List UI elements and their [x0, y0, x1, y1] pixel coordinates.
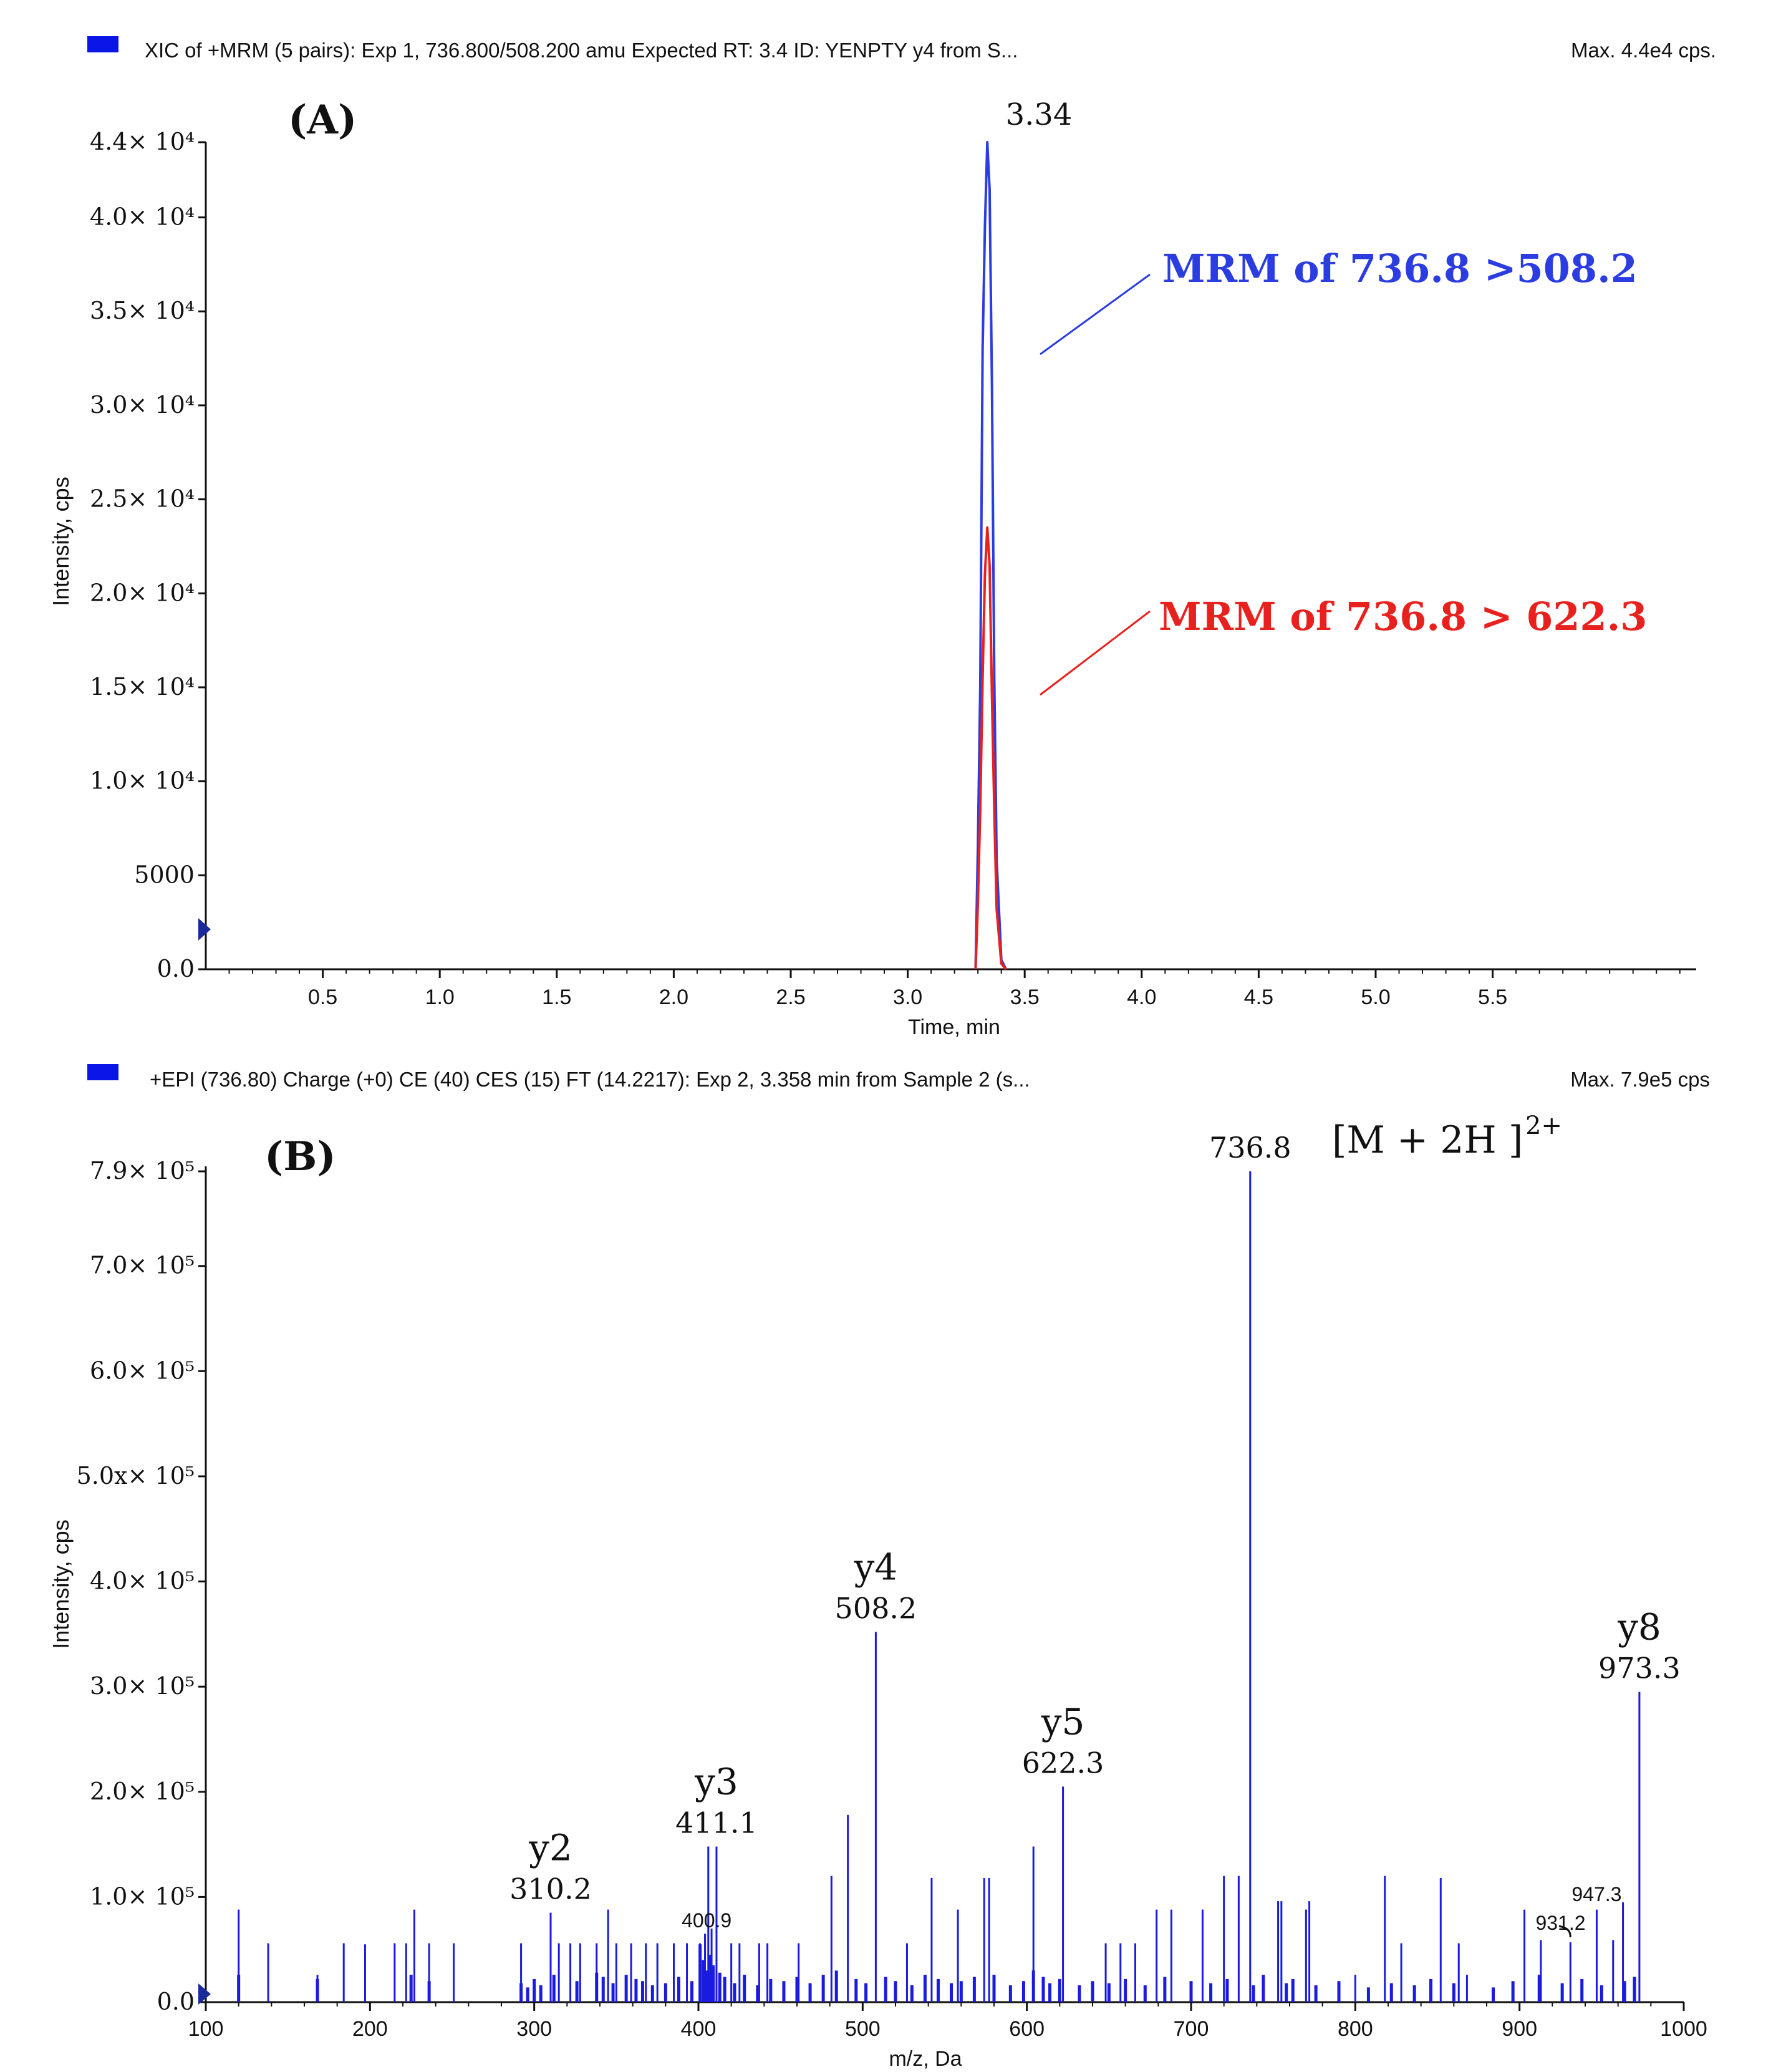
x-tick-label-a-3-5: 3.5: [1010, 985, 1040, 1009]
x-tick-label-a-5-5: 5.5: [1478, 985, 1507, 1009]
y-tick-label-a-25000: 2.5× 10⁴: [90, 485, 195, 513]
x-tick-label-a-1-0: 1.0: [425, 985, 455, 1009]
panel-a-y-ticks: 4.4× 10⁴ 4.0× 10⁴ 3.5× 10⁴ 3.0× 10⁴ 2.5× 10⁴…: [90, 128, 206, 982]
panel-b-y-label: Intensity, cps: [48, 1519, 74, 1648]
panel-a: XIC of +MRM (5 pairs): Exp 1, 736.800/50…: [48, 36, 1716, 1039]
ion-label-y3: y3: [694, 1760, 738, 1803]
annotation-leader-blue: [1040, 273, 1151, 356]
small-peak-label-400-9: 400.9: [682, 1909, 731, 1932]
y-tick-label-a-30000: 3.0× 10⁴: [90, 391, 195, 419]
small-peak-label-947-3: 947.3: [1571, 1883, 1621, 1905]
peak-value-label-736-8: 736.8: [1209, 1131, 1291, 1164]
y-tick-label-a-35000: 3.5× 10⁴: [90, 297, 195, 324]
panel-a-label: (A): [288, 97, 357, 143]
peak-value-label-411-1: 411.1: [675, 1806, 758, 1839]
panel-a-y-label: Intensity, cps: [48, 477, 74, 606]
x-tick-label-a-2-5: 2.5: [776, 985, 805, 1009]
y-tick-label-a-0: 0.0: [157, 955, 195, 982]
panel-a-peak-label: 3.34: [1006, 97, 1073, 132]
x-tick-label-b-700: 700: [1174, 2017, 1209, 2041]
x-tick-label-a-4-0: 4.0: [1127, 985, 1156, 1009]
peak-value-label-310-2: 310.2: [509, 1872, 592, 1906]
x-tick-label-a-2-0: 2.0: [659, 985, 688, 1009]
panel-b-header-max: Max. 7.9e5 cps: [1570, 1068, 1710, 1091]
y-tick-label-b-600000: 6.0× 10⁵: [90, 1357, 195, 1384]
x-tick-label-b-800: 800: [1338, 2017, 1373, 2041]
annotation-mrm-622: MRM of 736.8 > 622.3: [1159, 594, 1647, 639]
precursor-charge: 2+: [1525, 1111, 1562, 1140]
ion-label-y8: y8: [1617, 1606, 1661, 1648]
panel-a-series: [974, 141, 1007, 971]
legend-swatch-a: [87, 36, 118, 52]
panel-a-baseline-marker-icon: [198, 918, 211, 941]
panel-b-peaks: [238, 1171, 1641, 2002]
y-tick-label-a-20000: 2.0× 10⁴: [90, 579, 195, 606]
x-tick-label-b-300: 300: [516, 2017, 552, 2041]
y-tick-label-b-400000: 4.0× 10⁵: [90, 1567, 195, 1595]
ion-label-y2: y2: [528, 1827, 572, 1869]
y-tick-label-b-500000: 5.0x× 10⁵: [77, 1462, 195, 1489]
legend-swatch-b: [87, 1064, 118, 1080]
x-tick-label-a-1-5: 1.5: [542, 985, 571, 1009]
x-tick-label-b-900: 900: [1502, 2017, 1537, 2041]
panel-b-y-ticks: 7.9× 10⁵ 7.0× 10⁵ 6.0× 10⁵ 5.0x× 10⁵ 4.0× 10…: [77, 1157, 206, 2015]
x-tick-label-a-4-5: 4.5: [1244, 985, 1273, 1009]
peak-value-label-622-3: 622.3: [1022, 1746, 1104, 1779]
y-tick-label-a-10000: 1.0× 10⁴: [90, 767, 195, 795]
x-tick-label-b-200: 200: [352, 2017, 388, 2041]
small-peak-label-931-2: 931.2: [1535, 1912, 1585, 1934]
x-tick-label-b-400: 400: [681, 2017, 717, 2041]
ion-label-y5: y5: [1041, 1700, 1085, 1743]
series-line-mrm-of-736-8-622-3: [974, 526, 1007, 971]
x-tick-label-b-600: 600: [1009, 2017, 1045, 2041]
y-tick-label-b-700000: 7.0× 10⁵: [90, 1252, 195, 1279]
y-tick-label-b-0: 0.0: [157, 1988, 195, 2015]
precursor-label: [M + 2H ]: [1332, 1118, 1523, 1162]
y-tick-label-b-200000: 2.0× 10⁵: [90, 1778, 195, 1805]
panel-b-x-ticks: 100 200 300 400 500 600 700 800 900 1000: [188, 2002, 1707, 2041]
panel-a-header-title: XIC of +MRM (5 pairs): Exp 1, 736.800/50…: [145, 39, 1018, 62]
y-tick-label-a-44000: 4.4× 10⁴: [90, 128, 195, 155]
x-tick-label-b-100: 100: [188, 2017, 224, 2041]
panel-b-noise-peaks: [237, 1944, 1636, 2002]
y-tick-label-a-5000: 5000: [134, 861, 195, 888]
x-tick-label-a-0-5: 0.5: [308, 985, 337, 1009]
panel-b-baseline-marker-icon: [198, 1983, 211, 2005]
panel-b-peak-labels: 310.2y2 411.1y3 508.2y4 622.3y5 973.3 y8 736.8…: [509, 1131, 1681, 1934]
panel-b-label: (B): [264, 1133, 336, 1180]
y-tick-label-b-300000: 3.0× 10⁵: [90, 1672, 195, 1700]
x-tick-label-a-3-0: 3.0: [893, 985, 922, 1009]
annotation-mrm-508: MRM of 736.8 >508.2: [1162, 246, 1638, 291]
panel-a-header-max: Max. 4.4e4 cps.: [1571, 39, 1716, 62]
y-tick-label-a-15000: 1.5× 10⁴: [90, 673, 195, 700]
panel-b-x-label: m/z, Da: [889, 2047, 962, 2071]
x-tick-label-b-1000: 1000: [1660, 2017, 1707, 2041]
y-tick-label-b-100000: 1.0× 10⁵: [90, 1882, 195, 1910]
y-tick-label-a-40000: 4.0× 10⁴: [90, 203, 195, 231]
x-tick-label-b-500: 500: [845, 2017, 881, 2041]
annotation-leader-red: [1040, 610, 1151, 696]
panel-b: +EPI (736.80) Charge (+0) CE (40) CES (1…: [48, 1064, 1710, 2071]
x-tick-label-a-5-0: 5.0: [1361, 985, 1390, 1009]
label-931-leader: [1558, 1925, 1571, 1938]
series-line-mrm-of-736-8-508-2: [974, 141, 1007, 970]
peak-value-label-508-2: 508.2: [835, 1592, 917, 1625]
panel-b-header-title: +EPI (736.80) Charge (+0) CE (40) CES (1…: [150, 1068, 1030, 1091]
panel-a-x-label: Time, min: [908, 1015, 1000, 1039]
panel-a-x-ticks: 0.5 1.0 1.5 2.0 2.5 3.0 3.5 4.0 4.5 5.0 5.5: [228, 969, 1681, 1009]
y-tick-label-b-790000: 7.9× 10⁵: [90, 1157, 195, 1184]
peak-value-label-973-3: 973.3: [1598, 1652, 1681, 1685]
ion-label-y4: y4: [854, 1546, 898, 1589]
